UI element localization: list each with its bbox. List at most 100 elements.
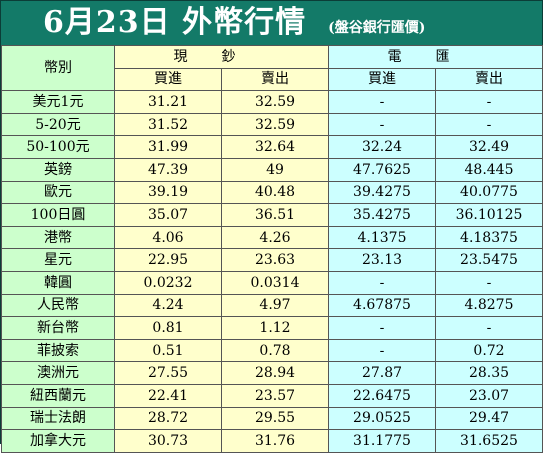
table-row: 澳洲元 27.55 28.94 27.87 28.35: [1, 361, 543, 385]
table-row: 加拿大元 30.73 31.76 31.1775 31.6525: [1, 429, 543, 453]
currency-cell: 澳洲元: [1, 361, 115, 385]
currency-cell: 新台幣: [1, 316, 115, 340]
table-row: 菲披索 0.51 0.78-0.72: [1, 338, 543, 363]
tt-sell-cell: 0.72: [435, 338, 543, 363]
cash-buy-cell: 30.73: [114, 429, 222, 453]
table-row: 紐西蘭元 22.41 23.57 22.6475 23.07: [1, 383, 543, 408]
currency-cell: 100日圓: [1, 203, 115, 227]
cash-buy-cell: 31.21: [114, 90, 222, 114]
currency-cell: 50-100元: [1, 135, 115, 159]
cash-buy-cell: 22.95: [114, 248, 222, 272]
cash-sell-cell: 28.94: [221, 361, 329, 385]
table-row: 星元 22.95 23.63 23.13 23.5475: [1, 248, 543, 272]
cash-sell-cell: 1.12: [221, 316, 329, 340]
currency-cell: 瑞士法朗: [1, 406, 115, 431]
currency-cell: 人民幣: [1, 293, 115, 318]
tt-buy-cell: 27.87: [328, 361, 436, 385]
tt-buy-cell: 29.0525: [328, 406, 436, 431]
cash-sell-cell: 36.51: [221, 203, 329, 227]
tt-sell-cell: 36.10125: [435, 203, 543, 227]
table-row: 英鎊 47.39 49 47.7625 48.445: [1, 157, 543, 182]
cash-buy-cell: 35.07: [114, 203, 222, 227]
tt-group-header: 電匯: [328, 45, 543, 69]
cash-sell-cell: 29.55: [221, 406, 329, 431]
cash-buy-header: 買進: [114, 67, 222, 92]
tt-buy-cell: -: [328, 112, 436, 137]
tt-buy-cell: 35.4275: [328, 203, 436, 227]
tt-buy-cell: 22.6475: [328, 383, 436, 408]
cash-sell-cell: 32.64: [221, 135, 329, 159]
page-title: 6月23日 外幣行情: [43, 5, 307, 40]
table-row: 歐元 39.19 40.48 39.4275 40.0775: [1, 180, 543, 205]
cash-group-header: 現鈔: [114, 45, 329, 69]
cash-buy-cell: 28.72: [114, 406, 222, 431]
tt-buy-cell: 47.7625: [328, 157, 436, 182]
cash-sell-cell: 0.0314: [221, 270, 329, 295]
tt-sell-cell: -: [435, 112, 543, 137]
table-row: 美元1元 31.21 32.59- -: [1, 90, 543, 114]
exchange-rate-table: 幣別 現鈔 電匯 買進 賣出 買進 賣出 美元1元 31.21 32.59- -5-2…: [1, 44, 543, 453]
currency-cell: 紐西蘭元: [1, 383, 115, 408]
table-row: 新台幣 0.81 1.12- -: [1, 316, 543, 340]
table-row: 100日圓 35.07 36.51 35.4275 36.10125: [1, 203, 543, 227]
currency-cell: 美元1元: [1, 90, 115, 114]
header-bar: 6月23日 外幣行情 (盤谷銀行匯價): [1, 1, 542, 45]
cash-buy-cell: 0.51: [114, 338, 222, 363]
tt-sell-cell: -: [435, 316, 543, 340]
cash-buy-cell: 47.39: [114, 157, 222, 182]
currency-cell: 韓圓: [1, 270, 115, 295]
tt-sell-header: 賣出: [435, 67, 543, 92]
currency-cell: 港幣: [1, 225, 115, 250]
cash-buy-cell: 22.41: [114, 383, 222, 408]
tt-buy-cell: -: [328, 316, 436, 340]
tt-sell-cell: 31.6525: [435, 429, 543, 453]
cash-sell-cell: 0.78: [221, 338, 329, 363]
table-row: 港幣 4.06 4.26 4.1375 4.18375: [1, 225, 543, 250]
cash-sell-cell: 40.48: [221, 180, 329, 205]
header-row-groups: 幣別 現鈔 電匯: [1, 44, 543, 92]
table-row: 人民幣 4.24 4.97 4.67875 4.8275: [1, 293, 543, 318]
tt-buy-header: 買進: [328, 67, 436, 92]
currency-cell: 英鎊: [1, 157, 115, 182]
tt-buy-cell: -: [328, 270, 436, 295]
cash-buy-cell: 0.0232: [114, 270, 222, 295]
table-row: 瑞士法朗 28.72 29.55 29.0525 29.47: [1, 406, 543, 431]
cash-buy-cell: 4.24: [114, 293, 222, 318]
currency-cell: 5-20元: [1, 112, 115, 137]
tt-sell-cell: 32.49: [435, 135, 543, 159]
tt-buy-cell: 32.24: [328, 135, 436, 159]
tt-sell-cell: -: [435, 270, 543, 295]
cash-sell-cell: 32.59: [221, 112, 329, 137]
page-subtitle: (盤谷銀行匯價): [328, 20, 426, 36]
tt-sell-cell: 48.445: [435, 157, 543, 182]
cash-buy-cell: 31.99: [114, 135, 222, 159]
cash-sell-cell: 4.97: [221, 293, 329, 318]
tt-buy-cell: -: [328, 338, 436, 363]
tt-buy-cell: 4.1375: [328, 225, 436, 250]
tt-sell-cell: 23.07: [435, 383, 543, 408]
currency-cell: 加拿大元: [1, 429, 115, 453]
cash-sell-cell: 32.59: [221, 90, 329, 114]
cash-sell-cell: 4.26: [221, 225, 329, 250]
cash-buy-cell: 0.81: [114, 316, 222, 340]
currency-cell: 菲披索: [1, 338, 115, 363]
tt-sell-cell: 40.0775: [435, 180, 543, 205]
cash-buy-cell: 31.52: [114, 112, 222, 137]
tt-sell-cell: 29.47: [435, 406, 543, 431]
cash-sell-cell: 23.57: [221, 383, 329, 408]
currency-column-header: 幣別: [1, 44, 115, 92]
currency-cell: 星元: [1, 248, 115, 272]
table-row: 50-100元 31.99 32.64 32.24 32.49: [1, 135, 543, 159]
tt-sell-cell: 23.5475: [435, 248, 543, 272]
tt-buy-cell: 23.13: [328, 248, 436, 272]
cash-buy-cell: 39.19: [114, 180, 222, 205]
cash-buy-cell: 4.06: [114, 225, 222, 250]
cash-sell-header: 賣出: [221, 67, 329, 92]
cash-sell-cell: 49: [221, 157, 329, 182]
tt-sell-cell: 4.8275: [435, 293, 543, 318]
table-row: 韓圓 0.0232 0.0314- -: [1, 270, 543, 295]
tt-buy-cell: 4.67875: [328, 293, 436, 318]
table-row: 5-20元 31.52 32.59- -: [1, 112, 543, 137]
tt-buy-cell: 39.4275: [328, 180, 436, 205]
